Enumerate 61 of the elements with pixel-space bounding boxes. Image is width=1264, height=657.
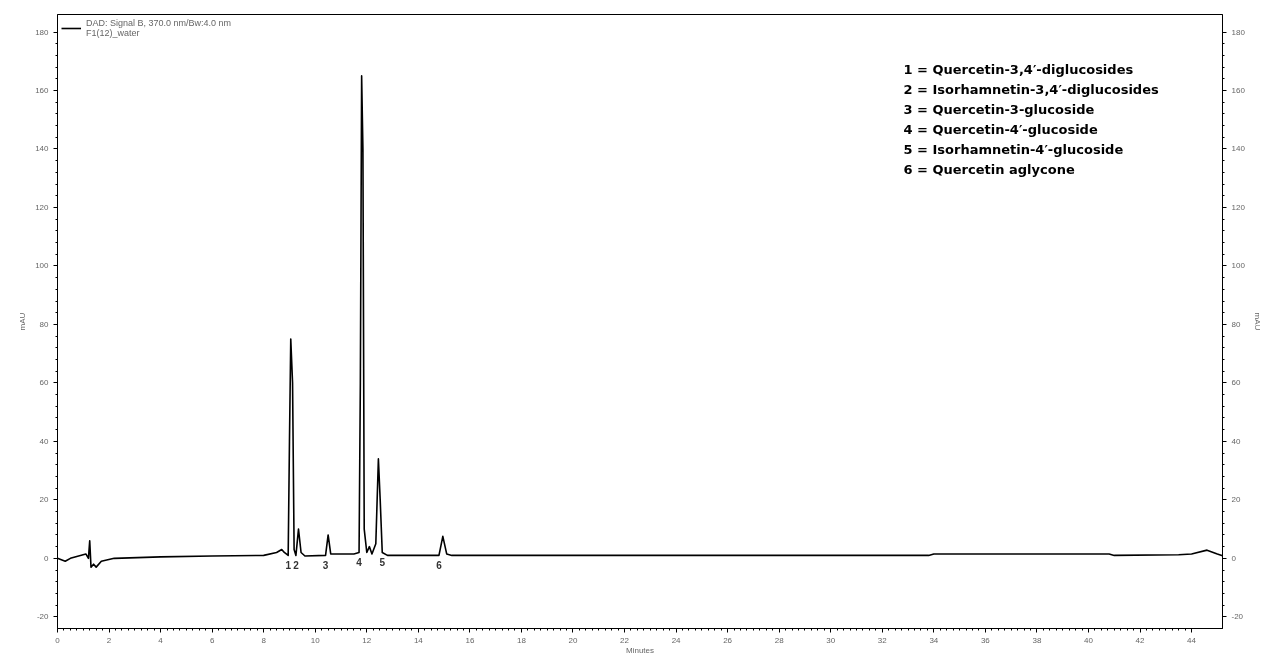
x-axis-title: Minutes <box>625 645 655 655</box>
y-tick-label: 40 <box>39 436 50 446</box>
x-tick-label: 42 <box>1135 635 1146 645</box>
y2-tick-label: 120 <box>1231 202 1246 212</box>
x-tick-label: 30 <box>826 635 836 645</box>
y-tick-label: 120 <box>35 202 50 212</box>
y2-tick-label: 20 <box>1231 495 1241 505</box>
y-tick-label: 160 <box>35 86 50 96</box>
y-tick-label: 60 <box>39 378 50 388</box>
x-tick-label: 34 <box>929 635 939 645</box>
annotation: 2 <box>293 560 300 572</box>
y2-tick-label: 180 <box>1231 27 1246 37</box>
x-tick-label: 18 <box>516 635 527 645</box>
y-axis-title: mAU <box>18 312 28 331</box>
annotation: 2 = Isorhamnetin-3,4′-diglucosides <box>903 81 1159 97</box>
annotation: 5 = Isorhamnetin-4′-glucoside <box>903 141 1124 157</box>
y2-tick-label: 100 <box>1231 261 1246 271</box>
annotation: 6 <box>436 560 443 572</box>
annotation: 3 <box>322 560 329 572</box>
y-tick-label: 20 <box>39 495 50 505</box>
annotation: 5 <box>379 557 386 569</box>
y2-tick-label: -20 <box>1231 612 1244 622</box>
x-tick-label: 26 <box>723 635 733 645</box>
legend-label: DAD: Signal B, 370.0 nm/Bw:4.0 nm F1(12)_water <box>86 18 232 38</box>
x-tick-label: 16 <box>465 635 475 645</box>
x-tick-label: 40 <box>1084 635 1094 645</box>
y-tick-label: 140 <box>35 144 50 154</box>
x-tick-label: 36 <box>980 635 991 645</box>
x-tick-label: 24 <box>671 635 682 645</box>
x-tick-label: 6 <box>209 635 215 645</box>
annotation: 1 = Quercetin-3,4′-diglucosides <box>903 61 1134 77</box>
y2-tick-label: 140 <box>1231 144 1246 154</box>
y-tick-label: 180 <box>35 27 50 37</box>
annotation: 4 <box>356 557 363 569</box>
annotation: 3 = Quercetin-3-glucoside <box>903 101 1095 117</box>
x-tick-label: 44 <box>1187 635 1197 645</box>
x-tick-label: 32 <box>877 635 888 645</box>
annotation: 4 = Quercetin-4′-glucoside <box>903 121 1098 137</box>
y-tick-label: 0 <box>44 553 50 563</box>
y2-tick-label: 80 <box>1231 319 1241 329</box>
x-tick-label: 4 <box>158 635 164 645</box>
y-tick-label: 80 <box>39 319 50 329</box>
x-tick-label: 38 <box>1032 635 1042 645</box>
x-tick-label: 28 <box>774 635 785 645</box>
y2-tick-label: 160 <box>1231 86 1246 96</box>
x-tick-label: 10 <box>310 635 321 645</box>
x-tick-label: 8 <box>261 635 267 645</box>
x-tick-label: 20 <box>568 635 578 645</box>
x-tick-label: 22 <box>620 635 630 645</box>
y2-axis-title: mAU <box>1252 312 1262 331</box>
x-tick-label: 12 <box>362 635 372 645</box>
y2-tick-label: 60 <box>1231 378 1241 388</box>
annotation: 1 <box>285 560 292 572</box>
y-tick-label: -20 <box>36 612 50 622</box>
annotation: 6 = Quercetin aglycone <box>903 161 1075 177</box>
y2-tick-label: 0 <box>1231 553 1237 563</box>
y-tick-label: 100 <box>35 261 50 271</box>
x-tick-label: 14 <box>413 635 424 645</box>
x-tick-label: 2 <box>106 635 112 645</box>
y2-tick-label: 40 <box>1231 436 1241 446</box>
x-tick-label: 0 <box>55 635 61 645</box>
